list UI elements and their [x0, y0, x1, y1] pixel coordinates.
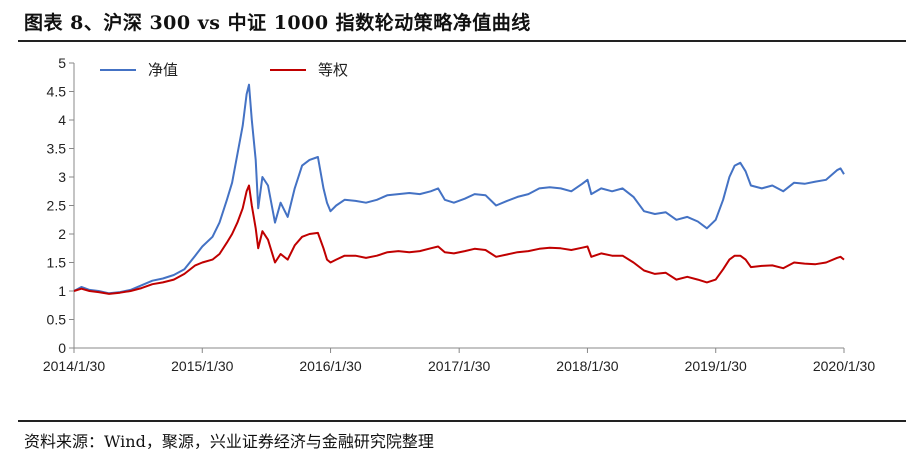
source-note: 资料来源：Wind，聚源，兴业证券经济与金融研究院整理 — [24, 432, 434, 451]
footer-rule — [18, 420, 906, 422]
y-tick-label: 3 — [58, 169, 66, 185]
y-tick-label: 3.5 — [47, 141, 67, 157]
x-tick-label: 2020/1/30 — [813, 358, 875, 374]
y-tick-label: 1 — [58, 283, 66, 299]
x-tick-label: 2019/1/30 — [685, 358, 747, 374]
x-tick-label: 2015/1/30 — [171, 358, 233, 374]
header-rule — [18, 40, 906, 42]
y-tick-label: 4 — [58, 112, 66, 128]
y-tick-label: 4.5 — [47, 84, 67, 100]
legend-label-2: 等权 — [318, 61, 348, 79]
y-tick-label: 1.5 — [47, 255, 67, 271]
y-tick-label: 0 — [58, 340, 66, 356]
series-line-1 — [73, 83, 845, 295]
y-tick-label: 5 — [58, 55, 66, 71]
x-tick-label: 2017/1/30 — [428, 358, 490, 374]
legend-label-1: 净值 — [148, 61, 178, 79]
x-tick-label: 2018/1/30 — [556, 358, 618, 374]
chart-lines — [73, 83, 845, 295]
x-tick-label: 2016/1/30 — [299, 358, 361, 374]
x-tick-label: 2014/1/30 — [43, 358, 105, 374]
chart-axes: 0 0.5 1 1.5 2 2.5 3 3.5 4 4.5 5 2014/1/30 2015/1/30 2… — [43, 55, 875, 374]
y-tick-label: 2 — [58, 226, 66, 242]
chart-legend: 净值 等权 — [100, 61, 348, 79]
y-tick-label: 0.5 — [47, 312, 67, 328]
chart-title: 图表 8、沪深 300 vs 中证 1000 指数轮动策略净值曲线 — [24, 12, 531, 34]
y-tick-label: 2.5 — [47, 198, 67, 214]
series-line-2 — [73, 184, 845, 295]
